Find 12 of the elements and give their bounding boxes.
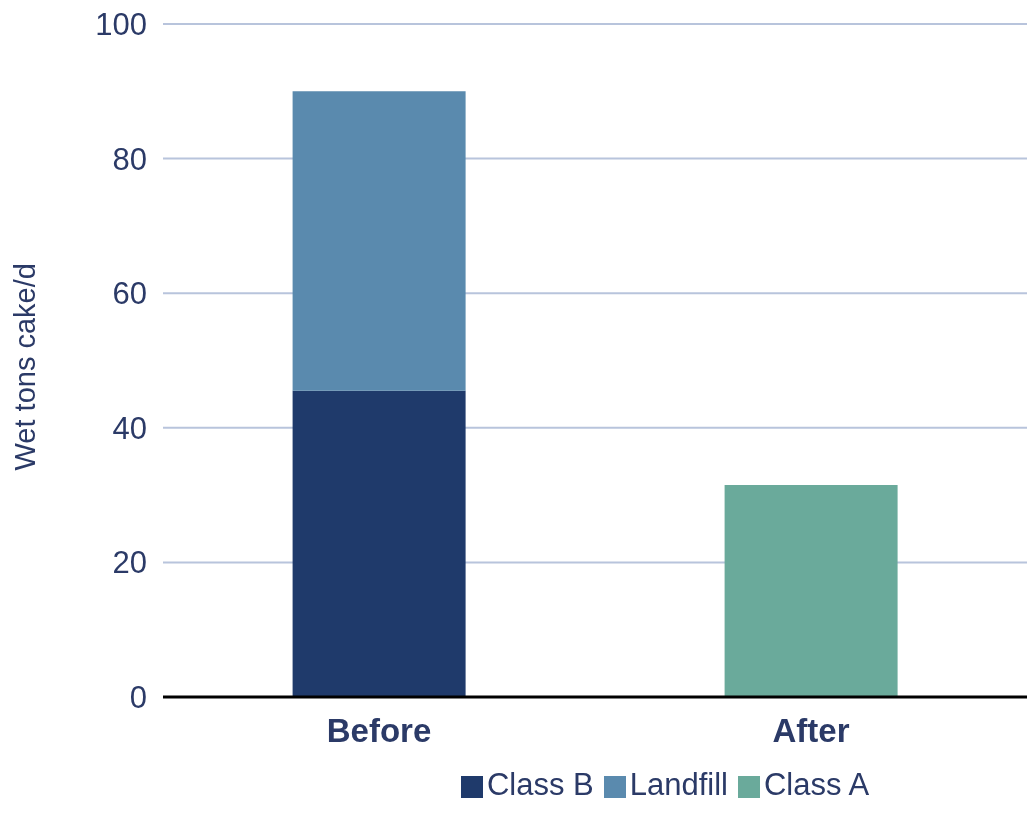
legend-label: Class A — [763, 767, 870, 802]
legend-label: Class B — [486, 767, 594, 802]
y-axis-title: Wet tons cake/d — [9, 263, 42, 471]
y-tick-label: 20 — [112, 545, 147, 581]
y-tick-label: 0 — [129, 680, 147, 716]
x-tick-label: Before — [326, 712, 432, 750]
y-tick-label: 100 — [95, 7, 147, 43]
legend-label: Landfill — [629, 767, 728, 802]
y-tick-label: 80 — [112, 141, 147, 177]
x-tick-label: After — [772, 712, 850, 750]
y-tick-label: 60 — [112, 276, 147, 312]
y-tick-label: 40 — [112, 410, 147, 446]
